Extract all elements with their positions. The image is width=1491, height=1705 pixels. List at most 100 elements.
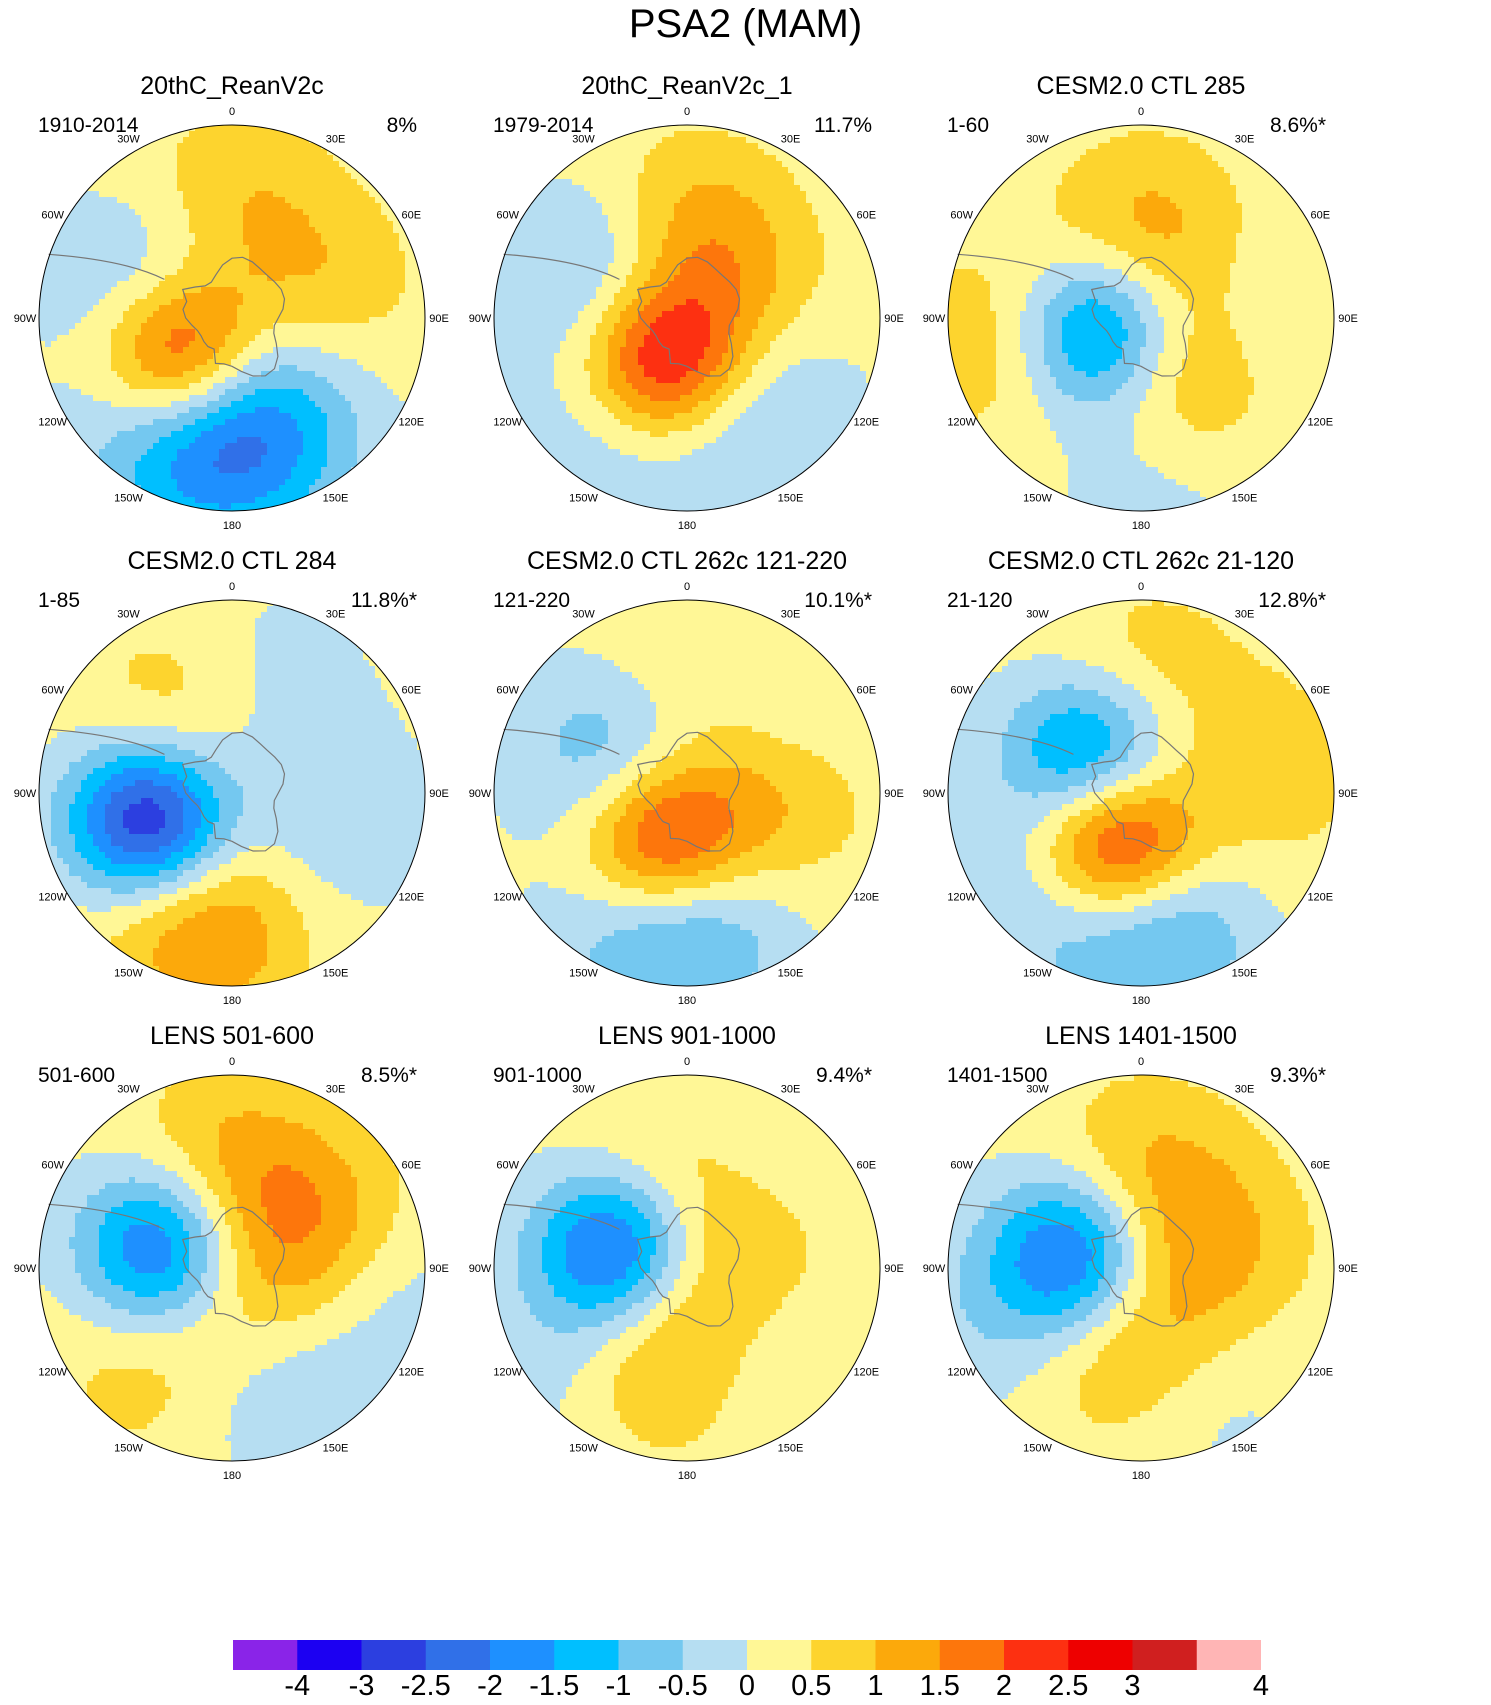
panel-period: 1-85 <box>38 589 80 613</box>
colorbar-tick-label: -0.5 <box>658 1670 708 1703</box>
longitude-label: 0 <box>684 581 690 593</box>
panel-variance: 11.8%* <box>351 589 417 613</box>
polar-map: 0 30E 60E 90E 120E 150E 180 150W 120W 90W 60W 30W <box>923 106 1358 532</box>
longitude-label: 90W <box>14 313 37 325</box>
panel-variance: 10.1%* <box>804 589 872 613</box>
longitude-label: 60E <box>1311 210 1331 222</box>
coastline-antarctica <box>636 1206 741 1327</box>
longitude-label: 90W <box>14 788 37 800</box>
map-panel-2: 20thC_ReanV2c_1 1979-2014 11.7% 0 30E 60E 90E 1… <box>469 72 970 572</box>
longitude-label: 180 <box>678 995 696 1007</box>
colorbar: -4 -3 -2.5 -2 -1.5 -1 -0.5 0 0.5 1 1.5 2 2.5 3 4 <box>233 1640 1269 1705</box>
longitude-label: 120E <box>398 1367 424 1379</box>
longitude-label: 0 <box>229 581 235 593</box>
longitude-label: 30W <box>117 609 140 621</box>
panel-title: CESM2.0 CTL 285 <box>944 72 1338 101</box>
panel-variance: 8.6%* <box>1270 114 1326 138</box>
map-border <box>38 1074 426 1462</box>
coastline-south-america <box>503 253 620 280</box>
panel-title: 20thC_ReanV2c <box>35 72 429 101</box>
longitude-label: 180 <box>223 520 241 532</box>
longitude-label: 120E <box>398 892 424 904</box>
longitude-label: 60W <box>496 685 519 697</box>
longitude-label: 60W <box>950 1160 973 1172</box>
colorbar-swatch <box>1004 1640 1069 1670</box>
polar-map: 0 30E 60E 90E 120E 150E 180 150W 120W 90W 60W 30W <box>469 1056 904 1482</box>
longitude-label: 60E <box>1311 685 1331 697</box>
longitude-label: 150W <box>114 967 143 979</box>
map-border <box>947 599 1335 987</box>
longitude-label: 120E <box>853 1367 879 1379</box>
map-panel-5: CESM2.0 CTL 262c 121-220 121-220 10.1%* 0 30… <box>469 547 970 1047</box>
panel-variance: 8% <box>387 114 417 138</box>
longitude-label: 0 <box>684 106 690 118</box>
longitude-label: 120E <box>1307 892 1333 904</box>
longitude-label: 0 <box>229 106 235 118</box>
map-panel-6: CESM2.0 CTL 262c 21-120 21-120 12.8%* 0 30E 6… <box>923 547 1424 1047</box>
longitude-label: 30E <box>326 1084 346 1096</box>
longitude-label: 30E <box>1235 1084 1255 1096</box>
map-panel-1: 20thC_ReanV2c 1910-2014 8% 0 30E 60E 90E 120E 15… <box>14 72 515 572</box>
longitude-label: 150E <box>778 492 804 504</box>
longitude-label: 90E <box>1338 1263 1358 1275</box>
longitude-label: 60W <box>496 1160 519 1172</box>
colorbar-tick-label: 3 <box>1124 1670 1140 1703</box>
map-border <box>947 124 1335 512</box>
longitude-label: 0 <box>1138 106 1144 118</box>
map-border <box>947 1074 1335 1462</box>
longitude-label: 30W <box>1026 609 1049 621</box>
longitude-label: 0 <box>229 1056 235 1068</box>
longitude-label: 120W <box>947 1367 976 1379</box>
map-border <box>38 599 426 987</box>
longitude-label: 150E <box>778 967 804 979</box>
longitude-label: 180 <box>678 520 696 532</box>
polar-map: 0 30E 60E 90E 120E 150E 180 150W 120W 90W 60W 30W <box>923 1056 1358 1482</box>
longitude-label: 90E <box>1338 788 1358 800</box>
longitude-label: 150W <box>569 967 598 979</box>
longitude-label: 0 <box>1138 581 1144 593</box>
colorbar-tick-label: 1.5 <box>920 1670 960 1703</box>
polar-map: 0 30E 60E 90E 120E 150E 180 150W 120W 90W 60W 30W <box>14 106 449 532</box>
longitude-label: 150W <box>1023 492 1052 504</box>
longitude-label: 90E <box>429 788 449 800</box>
coastline-south-america <box>48 253 165 280</box>
panel-variance: 9.3%* <box>1270 1064 1326 1088</box>
map-panel-8: LENS 901-1000 901-1000 9.4%* 0 30E 60E 90E 120E… <box>469 1022 970 1522</box>
longitude-label: 120W <box>38 892 67 904</box>
panel-title: CESM2.0 CTL 262c 121-220 <box>490 547 884 576</box>
map-panel-3: CESM2.0 CTL 285 1-60 8.6%* 0 30E 60E 90E 120E 15… <box>923 72 1424 572</box>
colorbar-tick-label: 0.5 <box>791 1670 831 1703</box>
colorbar-swatch <box>682 1640 748 1670</box>
longitude-label: 150W <box>114 492 143 504</box>
longitude-label: 180 <box>1132 1470 1150 1482</box>
coastline-antarctica <box>636 731 741 852</box>
longitude-label: 30W <box>572 1084 595 1096</box>
panel-title: CESM2.0 CTL 284 <box>35 547 429 576</box>
longitude-label: 60W <box>41 210 64 222</box>
anomaly-field <box>39 600 425 986</box>
longitude-label: 0 <box>1138 1056 1144 1068</box>
longitude-label: 120E <box>1307 417 1333 429</box>
colorbar-tick-label: -2 <box>477 1670 503 1703</box>
longitude-label: 120W <box>493 1367 522 1379</box>
colorbar-tick-label: 2.5 <box>1048 1670 1088 1703</box>
longitude-label: 60E <box>857 1160 877 1172</box>
longitude-label: 180 <box>1132 520 1150 532</box>
longitude-label: 120W <box>38 417 67 429</box>
panel-variance: 8.5%* <box>361 1064 417 1088</box>
longitude-label: 30W <box>1026 134 1049 146</box>
coastline-south-america <box>957 253 1074 280</box>
colorbar-swatch <box>1132 1640 1198 1670</box>
longitude-label: 120W <box>947 892 976 904</box>
longitude-label: 60E <box>402 210 422 222</box>
longitude-label: 60W <box>950 210 973 222</box>
longitude-label: 90E <box>429 313 449 325</box>
map-border <box>38 124 426 512</box>
colorbar-swatch <box>554 1640 619 1670</box>
colorbar-swatch <box>425 1640 491 1670</box>
longitude-label: 30E <box>781 609 801 621</box>
map-panel-9: LENS 1401-1500 1401-1500 9.3%* 0 30E 60E 90E 12… <box>923 1022 1424 1522</box>
polar-map: 0 30E 60E 90E 120E 150E 180 150W 120W 90W 60W 30W <box>14 1056 449 1482</box>
colorbar-tick-label: -1.5 <box>529 1670 579 1703</box>
map-panel-7: LENS 501-600 501-600 8.5%* 0 30E 60E 90E 120E 15… <box>14 1022 515 1522</box>
